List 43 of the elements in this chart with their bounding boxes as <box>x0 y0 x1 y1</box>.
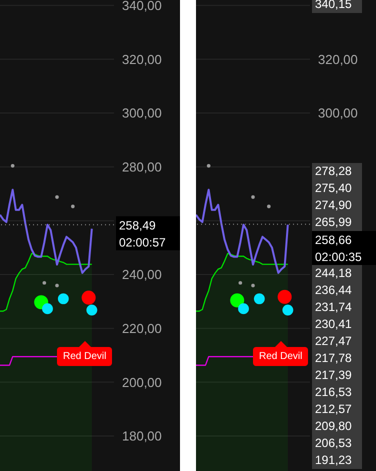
text: 230,41 <box>312 316 362 333</box>
annotation: Red Devil <box>57 347 112 366</box>
text: 244,18 <box>312 264 362 282</box>
ref-line-label: 258,66 02:00:35 <box>315 233 362 264</box>
y-tick-label: 340,00 <box>122 0 162 13</box>
y-tick-label: 300,00 <box>122 106 162 121</box>
point <box>267 204 271 208</box>
y-tick-label: 320,00 <box>122 52 162 67</box>
point <box>251 195 255 199</box>
text: 217,39 <box>312 366 362 384</box>
y-tick-label: 280,00 <box>122 159 162 174</box>
text: 217,78 <box>312 350 362 367</box>
text: 227,47 <box>312 332 362 350</box>
text: 212,57 <box>312 400 362 418</box>
text: 340,15 <box>312 0 362 14</box>
annotation: Red Devil <box>253 347 308 366</box>
text: 274,90 <box>312 196 362 214</box>
text: 231,74 <box>312 298 362 316</box>
y-tick-label: 240,00 <box>122 267 162 282</box>
point <box>42 281 46 285</box>
text: 191,23 <box>312 452 362 469</box>
point <box>10 164 14 168</box>
y-tick-label: 200,00 <box>122 374 162 390</box>
point <box>55 195 59 199</box>
text: 278,28 <box>312 162 362 180</box>
y-tick-label: 220,00 <box>122 320 162 336</box>
text: 209,80 <box>312 418 362 435</box>
text: 216,53 <box>312 384 362 401</box>
line-series <box>0 188 93 274</box>
point <box>238 281 242 285</box>
text: 265,99 <box>312 214 362 231</box>
line-series <box>196 188 289 274</box>
point <box>71 204 75 208</box>
text: 236,44 <box>312 282 362 299</box>
y-tick-label: 300,00 <box>318 106 358 121</box>
text: 206,53 <box>312 434 362 452</box>
point <box>251 284 255 288</box>
y-tick-label: 180,00 <box>122 428 162 444</box>
y-tick-label: 320,00 <box>318 52 358 67</box>
point <box>206 164 210 168</box>
ref-line-label: 258,49 02:00:57 <box>119 218 166 250</box>
point <box>55 284 59 288</box>
text: 275,40 <box>312 180 362 197</box>
